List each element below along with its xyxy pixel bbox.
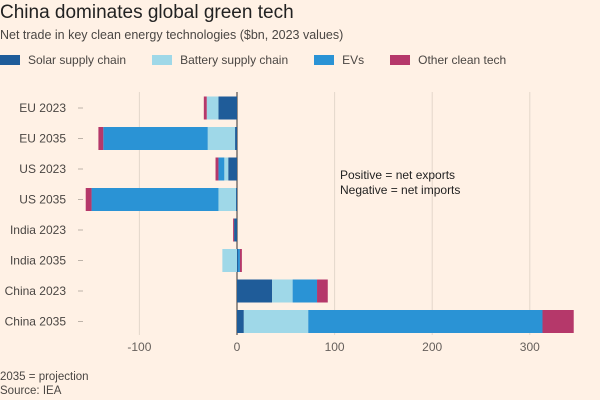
chart-subtitle: Net trade in key clean energy technologi… (0, 28, 344, 42)
bar-eu-2023-other-clean-tech (203, 96, 207, 120)
legend-label-battery: Battery supply chain (180, 53, 289, 67)
legend-swatch-other (390, 55, 411, 65)
legend-label-solar: Solar supply chain (28, 53, 127, 67)
bar-us-2035-evs (91, 188, 219, 211)
bar-eu-2035-battery-supply-chain (207, 127, 236, 150)
category-label-china-2023: China 2023 (5, 284, 67, 298)
bar-china-2035-solar-supply-chain (237, 310, 244, 333)
category-label-eu-2035: EU 2035 (19, 132, 66, 146)
category-label-china-2035: China 2035 (5, 315, 67, 329)
category-label-us-2023: US 2023 (19, 162, 66, 176)
x-tick-label-200: 200 (422, 340, 442, 354)
bar-eu-2035-other-clean-tech (98, 127, 104, 150)
bar-us-2023-solar-supply-chain (228, 157, 237, 181)
bar-china-2035-other-clean-tech (542, 310, 574, 333)
bar-us-2035-solar-supply-chain (236, 188, 237, 211)
bar-india-2023-solar-supply-chain (234, 218, 237, 242)
chart-legend: Solar supply chain Battery supply chain … (0, 52, 532, 68)
bar-india-2023-other-clean-tech (233, 218, 235, 242)
legend-swatch-solar (0, 55, 20, 65)
bar-us-2035-other-clean-tech (85, 188, 92, 211)
bar-india-2035-solar-supply-chain (237, 249, 238, 272)
legend-item-solar: Solar supply chain (0, 53, 126, 67)
bar-china-2023-solar-supply-chain (237, 279, 273, 303)
bar-china-2035-evs (308, 310, 543, 333)
bar-eu-2035-evs (103, 127, 208, 150)
legend-item-other: Other clean tech (390, 53, 506, 67)
x-tick-label-100: 100 (325, 340, 345, 354)
bar-eu-2023-solar-supply-chain (218, 96, 237, 120)
bar-eu-2035-solar-supply-chain (235, 127, 237, 150)
bar-china-2023-battery-supply-chain (272, 279, 293, 303)
legend-item-evs: EVs (314, 53, 364, 67)
bar-india-2035-other-clean-tech (239, 249, 242, 272)
projection-note: 2035 = projection (0, 371, 89, 383)
category-label-india-2023: India 2023 (10, 223, 66, 237)
category-label-eu-2023: EU 2023 (19, 101, 66, 115)
bar-china-2023-evs (292, 279, 318, 303)
x-tick-label-300: 300 (520, 340, 540, 354)
bar-layer (85, 96, 574, 333)
bar-eu-2023-battery-supply-chain (206, 96, 219, 120)
bar-us-2023-evs (218, 157, 225, 181)
legend-swatch-evs (314, 55, 335, 65)
bar-us-2023-other-clean-tech (215, 157, 219, 181)
bar-china-2023-other-clean-tech (317, 279, 328, 303)
chart-notes: 2035 = projection Source: IEA (0, 370, 89, 398)
category-label-us-2035: US 2035 (19, 193, 66, 207)
x-tick-label-0: 0 (234, 340, 241, 354)
legend-label-other: Other clean tech (418, 53, 507, 67)
category-label-india-2035: India 2035 (10, 254, 66, 268)
bar-india-2035-evs (237, 249, 240, 272)
label-layer: -100 0 100 200 300 EU 2023 EU 2035 US 2023 US 20… (5, 101, 541, 354)
bar-us-2035-battery-supply-chain (218, 188, 237, 211)
chart-title: China dominates global green tech (0, 2, 294, 23)
source-note: Source: IEA (0, 385, 62, 397)
legend-swatch-battery (152, 55, 173, 65)
legend-item-battery: Battery supply chain (152, 53, 288, 67)
bar-india-2035-battery-supply-chain (222, 249, 237, 272)
legend-label-evs: EVs (342, 53, 365, 67)
annotation-line-0: Positive = net exports (340, 168, 455, 182)
bar-us-2023-battery-supply-chain (224, 157, 229, 181)
annotation-line-1: Negative = net imports (340, 183, 460, 197)
x-tick-label--100: -100 (127, 340, 151, 354)
bar-china-2035-battery-supply-chain (243, 310, 309, 333)
